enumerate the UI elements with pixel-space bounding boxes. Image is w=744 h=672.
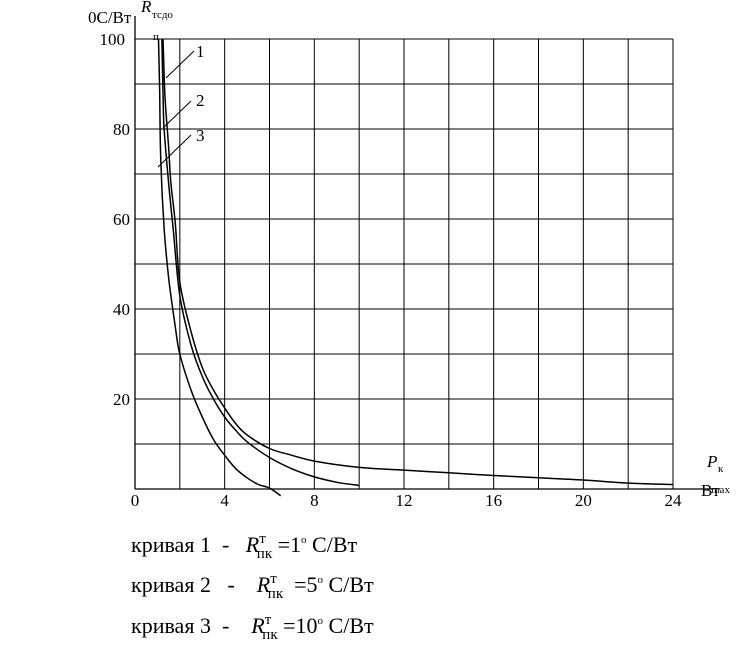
legend-symbol: R (245, 532, 260, 557)
x-tick-label: 20 (575, 491, 592, 510)
chart-grid (135, 38, 674, 489)
legend-eq: =1 (277, 532, 302, 557)
legend-sup: т (259, 531, 266, 547)
legend-dash: - (221, 613, 230, 638)
legend-sub: пк (256, 546, 273, 562)
legend-deg: о (317, 574, 324, 586)
curve-label-2: 2 (196, 91, 205, 110)
legend-unit: С/Вт (328, 613, 374, 638)
legend-sup: т (270, 571, 277, 587)
x-axis-symbol-sub2: max (711, 484, 730, 496)
series-group (157, 38, 674, 497)
y-tick-label: 100 (100, 30, 126, 49)
legend-row-1: кривая 1 - Rтпк =1о С/Вт (131, 531, 358, 562)
x-axis-symbol: P (706, 452, 717, 471)
x-tick-label: 8 (310, 491, 319, 510)
y-axis-symbol-sub: тсдо (152, 9, 173, 21)
legend-dash: - (221, 532, 230, 557)
legend-row-2: кривая 2 - Rтпк =5о С/Вт (131, 571, 374, 602)
x-axis-symbol-sub: к (718, 463, 724, 475)
y-axis-unit: 0С/Вт (88, 8, 132, 27)
legend-symbol: R (256, 572, 271, 597)
x-tick-label: 16 (485, 491, 502, 510)
legend-row-3: кривая 3 - Rтпк =10о С/Вт (131, 612, 374, 643)
curve-leaders: 1 2 3 (157, 42, 205, 168)
y-tick-label: 40 (113, 300, 130, 319)
legend-sub: пк (267, 586, 284, 602)
y-axis-symbol-sub2: п (153, 31, 159, 43)
legend-symbol: R (251, 613, 265, 638)
legend-deg: о (317, 615, 324, 627)
curve-label-3: 3 (196, 126, 205, 145)
x-tick-label: 12 (396, 491, 413, 510)
chart-axes (134, 16, 712, 490)
legend-unit: С/Вт (328, 572, 374, 597)
legend-sub: пк (262, 627, 278, 643)
legend-prefix: кривая 2 (131, 572, 211, 597)
y-tick-label: 80 (113, 120, 130, 139)
curve-leader-line-1 (165, 50, 195, 79)
x-axis-unit: Вт (701, 481, 720, 500)
curve-label-1: 1 (196, 42, 205, 61)
series-line-3 (157, 38, 282, 497)
legend-prefix: кривая 1 (131, 532, 211, 557)
y-tick-label: 20 (113, 390, 130, 409)
x-tick-label: 4 (220, 491, 229, 510)
x-tick-label: 0 (131, 491, 140, 510)
legend-eq: =10 (283, 613, 318, 638)
legend-eq: =5 (294, 572, 318, 597)
legend-prefix: кривая 3 (131, 613, 211, 638)
x-tick-label: 24 (665, 491, 683, 510)
series-line-2 (161, 38, 360, 487)
y-axis-symbol: R (140, 0, 152, 16)
y-tick-label: 60 (113, 210, 130, 229)
legend-dash: - (227, 572, 235, 597)
curve-leader-line-3 (157, 134, 192, 168)
legend-unit: С/Вт (312, 532, 358, 557)
legend-sup: т (264, 612, 272, 628)
legend-deg: о (301, 534, 307, 546)
series-line-1 (162, 38, 674, 486)
curve-leader-line-2 (162, 100, 192, 129)
